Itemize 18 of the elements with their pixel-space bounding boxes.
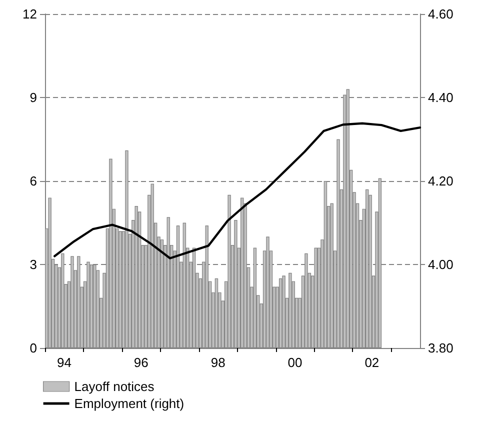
legend-label: Employment (right) [74, 396, 184, 411]
y-tick-label: 3 [30, 257, 37, 272]
x-tick-label: 00 [288, 355, 302, 370]
y2-tick-label: 3.80 [428, 340, 454, 356]
y2-tick-label: 4.20 [428, 174, 454, 188]
x-tick-label: 94 [56, 355, 72, 370]
y-tick-label: 12 [22, 6, 37, 22]
line-series [54, 122, 422, 260]
y-tick-label: 0 [30, 340, 37, 356]
y2-tick-label: 4.40 [428, 90, 454, 105]
y-tick-label: 9 [30, 90, 37, 105]
y2-tick-label: 4.00 [428, 257, 454, 272]
x-tick-label: 02 [364, 355, 380, 370]
y-tick-label: 6 [30, 174, 37, 188]
x-tick-label: 96 [134, 355, 148, 370]
y2-tick-label: 4.60 [428, 6, 454, 22]
x-tick-label: 98 [210, 355, 226, 370]
legend-label: Layoff notices [74, 379, 155, 394]
